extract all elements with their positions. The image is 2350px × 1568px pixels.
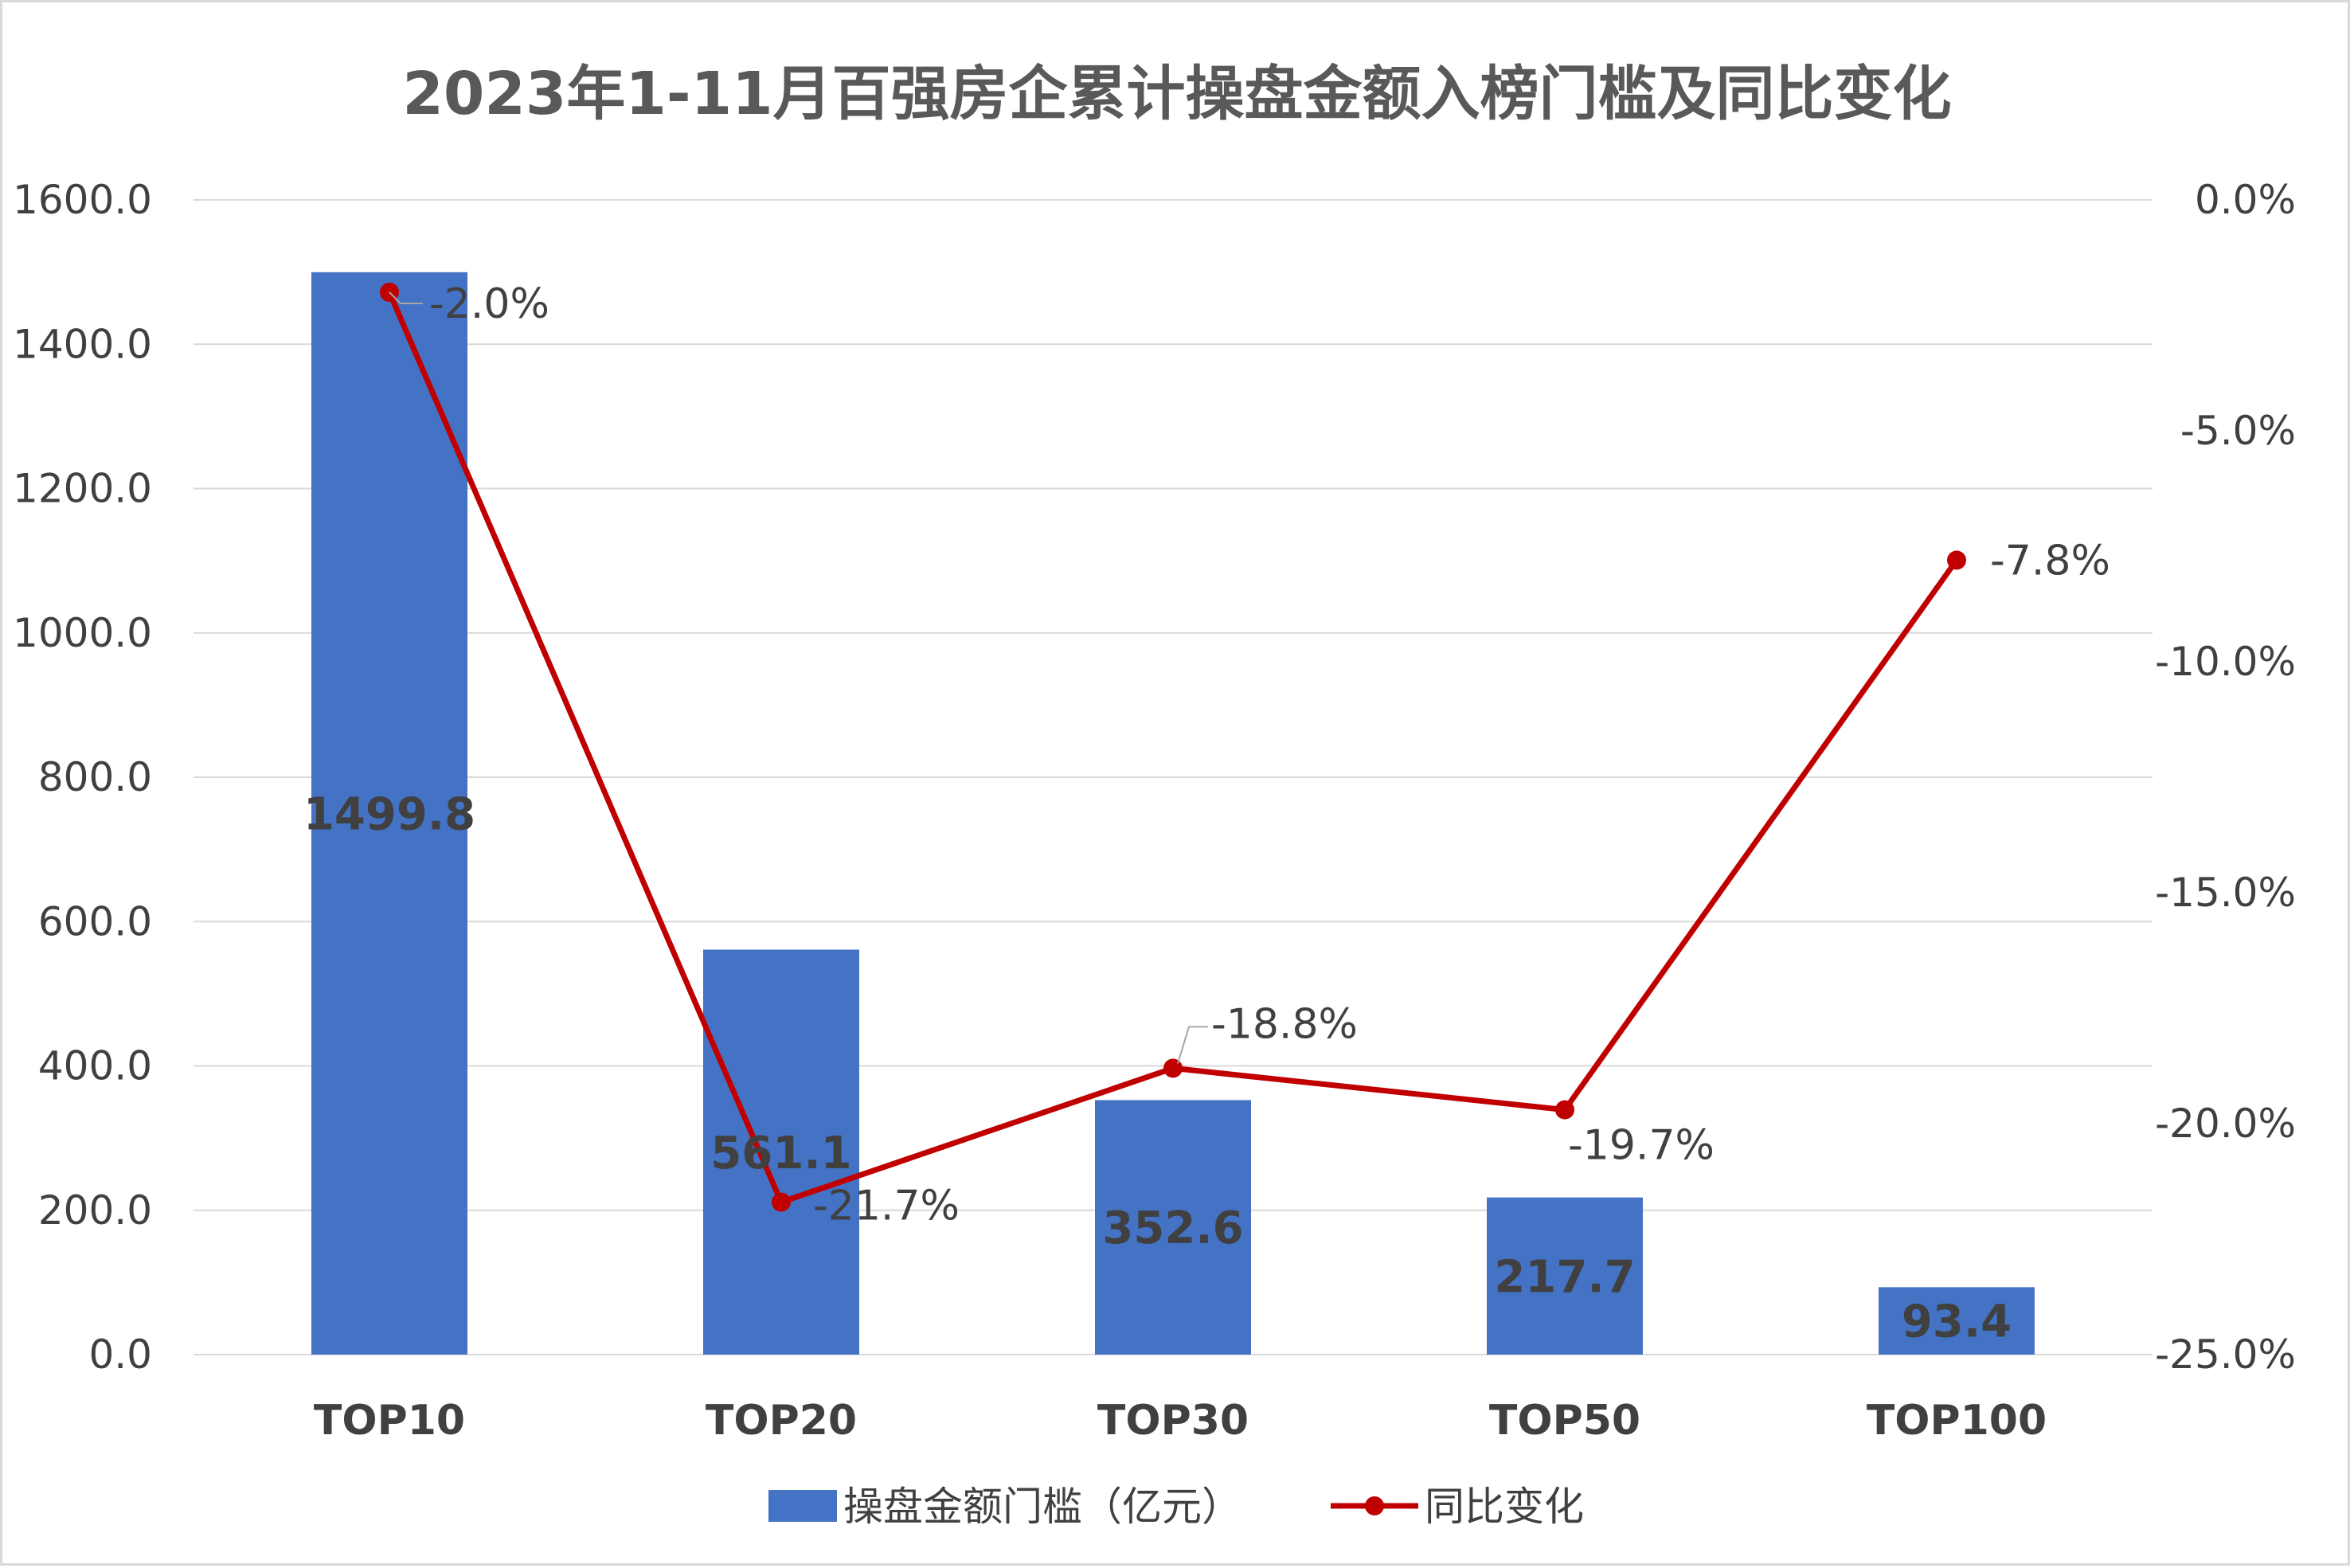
- right-axis-tick-label: -15.0%: [2155, 870, 2296, 916]
- left-axis-tick-label: 1200.0: [13, 466, 152, 512]
- bar: [311, 272, 467, 1355]
- right-axis-tick-label: -20.0%: [2155, 1101, 2296, 1147]
- line-value-label: -21.7%: [813, 1183, 960, 1230]
- right-axis-tick-label: -10.0%: [2155, 639, 2296, 685]
- legend-swatch-bars: [768, 1490, 837, 1522]
- left-axis-tick-label: 1600.0: [13, 177, 152, 223]
- line-value-label: -18.8%: [1211, 1000, 1358, 1048]
- category-label: TOP20: [706, 1397, 857, 1445]
- left-axis-tick-label: 600.0: [38, 898, 152, 944]
- bar-value-label: 217.7: [1494, 1251, 1635, 1303]
- category-label: TOP100: [1867, 1397, 2047, 1445]
- data-labels: 1499.8 561.1 352.6 217.7 93.4 -2.0% -21.7% -18.…: [303, 280, 2110, 1348]
- bar-value-label: 352.6: [1102, 1202, 1243, 1254]
- category-axis: TOP10 TOP20 TOP30 TOP50 TOP100: [314, 1397, 2047, 1445]
- line-point: [1947, 550, 1966, 570]
- bar: [1095, 1100, 1251, 1355]
- legend: 操盘金额门槛（亿元） 同比变化: [768, 1484, 1584, 1530]
- right-axis-tick-label: -5.0%: [2180, 408, 2296, 454]
- bar: [1487, 1197, 1643, 1355]
- chart-title: 2023年1-11月百强房企累计操盘金额入榜门槛及同比变化: [402, 60, 1951, 128]
- bar-value-label: 1499.8: [303, 788, 475, 840]
- label-leader-line: [1177, 1026, 1208, 1064]
- legend-label-line: 同比变化: [1425, 1484, 1584, 1530]
- line-point: [1163, 1058, 1183, 1078]
- left-axis-tick-label: 400.0: [38, 1043, 152, 1089]
- legend-label-bars: 操盘金额门槛（亿元）: [843, 1484, 1241, 1530]
- line-value-label: -2.0%: [429, 280, 549, 328]
- bar: [1879, 1287, 2035, 1355]
- right-axis-tick-label: 0.0%: [2195, 177, 2296, 223]
- line-value-label: -19.7%: [1568, 1122, 1715, 1170]
- bar-value-label: 93.4: [1902, 1296, 2012, 1348]
- grid-lines: [194, 199, 2153, 1355]
- left-axis-tick-label: 200.0: [38, 1187, 152, 1234]
- bar-value-label: 561.1: [710, 1128, 851, 1179]
- line-point: [1555, 1100, 1574, 1120]
- category-label: TOP30: [1097, 1397, 1249, 1445]
- line-series: [380, 283, 1966, 1212]
- left-axis-tick-label: 1000.0: [13, 610, 152, 656]
- left-axis-tick-label: 1400.0: [13, 321, 152, 367]
- category-label: TOP10: [314, 1397, 465, 1445]
- label-leader-line: [389, 291, 423, 304]
- right-axis: -25.0% -20.0% -15.0% -10.0% -5.0% 0.0%: [2155, 177, 2296, 1378]
- bar: [703, 949, 859, 1355]
- left-axis: 0.0 200.0 400.0 600.0 800.0 1000.0 1200.0 1400.…: [13, 177, 152, 1378]
- left-axis-tick-label: 0.0: [88, 1331, 152, 1378]
- line-point: [772, 1192, 791, 1212]
- category-label: TOP50: [1489, 1397, 1640, 1445]
- bars: [311, 272, 2035, 1355]
- right-axis-tick-label: -25.0%: [2155, 1331, 2296, 1378]
- left-axis-tick-label: 800.0: [38, 754, 152, 800]
- line-value-label: -7.8%: [1990, 537, 2110, 585]
- legend-marker-line: [1365, 1496, 1384, 1515]
